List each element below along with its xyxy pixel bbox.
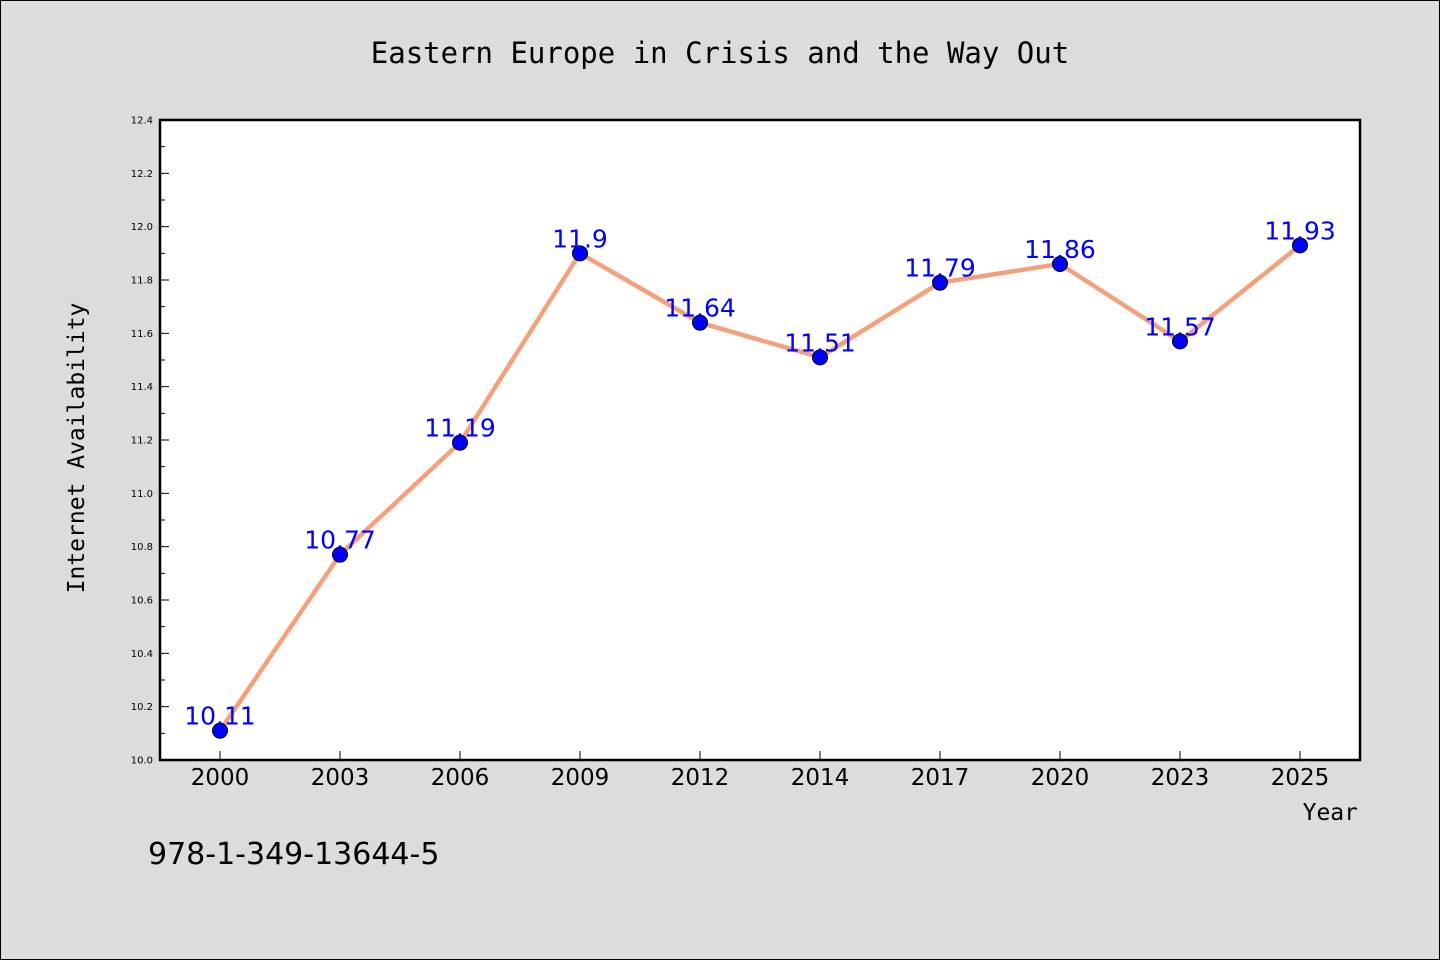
x-tick-label: 2014 [791, 765, 850, 791]
data-label: 11.9 [552, 224, 608, 253]
data-point [1052, 256, 1068, 272]
data-label: 11.57 [1144, 312, 1216, 341]
y-tick-label: 10.4 [131, 649, 153, 660]
y-tick-label: 11.4 [131, 382, 153, 393]
x-tick-label: 2025 [1271, 765, 1330, 791]
data-series: 10.11 10.77 11.19 11.9 11.64 11.51 11.79 11.86 1… [184, 216, 1336, 739]
x-axis: 2000 2003 2006 2009 2012 2014 2017 2020 2023 2025 [191, 751, 1330, 791]
data-label: 10.77 [304, 526, 376, 555]
data-point [332, 546, 348, 563]
data-point [212, 722, 228, 739]
data-label: 10.11 [184, 702, 256, 731]
data-point [452, 434, 468, 451]
data-label: 11.86 [1024, 235, 1096, 264]
data-label: 11.64 [664, 294, 736, 323]
data-point [932, 274, 948, 291]
x-tick-label: 2020 [1031, 765, 1090, 791]
y-axis: 10.0 10.2 10.4 10.6 10.8 11.0 11.2 11.4 11.6 11.8… [131, 116, 169, 767]
x-axis-label: Year [1303, 800, 1358, 826]
isbn-text: 978-1-349-13644-5 [148, 837, 439, 872]
y-axis-label: Internet Availability [64, 303, 90, 594]
data-point [572, 245, 588, 262]
y-tick-label: 11.8 [131, 276, 153, 287]
plot-area [158, 118, 1362, 762]
series-line [217, 243, 1303, 733]
data-label: 11.51 [784, 328, 856, 357]
data-point [1292, 237, 1308, 254]
y-tick-label: 11.0 [131, 489, 153, 500]
data-point [812, 349, 828, 366]
y-tick-label: 12.4 [131, 116, 153, 127]
y-tick-label: 10.6 [131, 596, 153, 607]
chart-title: Eastern Europe in Crisis and the Way Out [371, 36, 1069, 70]
data-point [1172, 333, 1188, 350]
y-tick-label: 10.0 [131, 756, 153, 767]
x-tick-label: 2012 [671, 765, 730, 791]
data-label: 11.79 [904, 254, 976, 283]
y-tick-label: 10.8 [131, 542, 153, 553]
x-tick-label: 2023 [1151, 765, 1210, 791]
x-tick-label: 2000 [191, 765, 250, 791]
x-tick-label: 2006 [431, 765, 490, 791]
x-tick-label: 2009 [551, 765, 610, 791]
x-tick-label: 2017 [911, 765, 970, 791]
data-point [692, 314, 708, 331]
y-tick-label: 11.6 [131, 329, 153, 340]
x-tick-label: 2003 [311, 765, 370, 791]
data-label: 11.93 [1264, 216, 1336, 245]
y-tick-label: 12.2 [131, 169, 153, 180]
y-tick-label: 11.2 [131, 436, 153, 447]
y-tick-label: 10.2 [131, 702, 153, 713]
data-label: 11.19 [424, 414, 496, 443]
y-tick-label: 12.0 [131, 222, 153, 233]
